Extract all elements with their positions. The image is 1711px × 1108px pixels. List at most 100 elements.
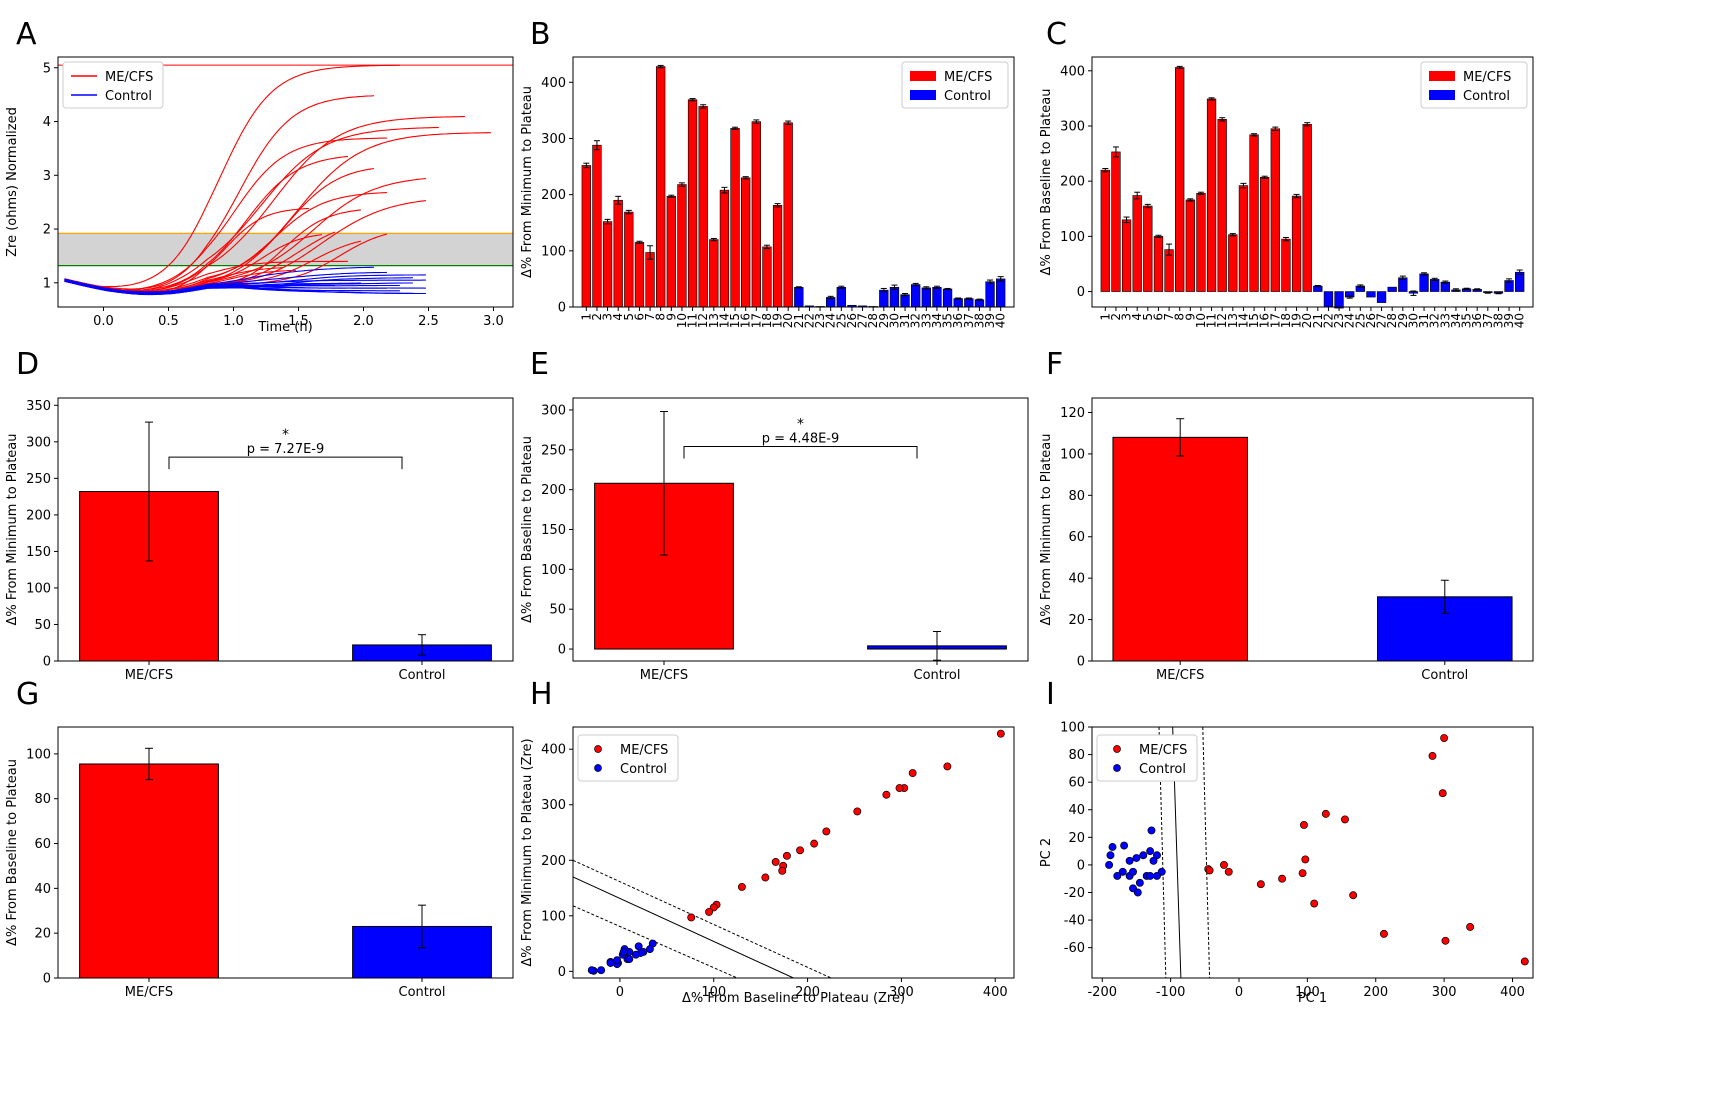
panel-g-chart: ME/CFS Control 0 20 40 60 80 100 Δ% From Baselin…	[5, 726, 514, 1000]
x-tick-label: 11	[686, 313, 700, 328]
bar	[1100, 169, 1110, 292]
control-point	[1149, 856, 1158, 865]
bar	[1153, 236, 1164, 292]
x-tick-label: 31	[1417, 313, 1431, 328]
bar	[656, 66, 666, 308]
bar	[1143, 205, 1153, 292]
x-tick-label: 14	[717, 313, 731, 328]
y-tick-label: 100	[26, 747, 51, 762]
significance-star: *	[282, 427, 289, 443]
y-tick-label: 0	[1077, 858, 1085, 873]
y-tick-label: 200	[26, 508, 51, 523]
y-tick-label: 20	[1068, 831, 1085, 846]
x-tick-label: 8	[654, 313, 668, 321]
y-axis-label: Δ% From Baseline to Plateau	[520, 436, 535, 623]
y-tick-label: 1	[43, 276, 51, 291]
bar	[719, 189, 730, 308]
bar	[996, 278, 1006, 308]
x-tick-label: 20	[781, 313, 795, 328]
x-tick-label: Control	[914, 668, 961, 683]
x-tick-label: 24	[1343, 313, 1357, 328]
y-tick-label: 0	[1077, 655, 1085, 670]
mecfs-point	[687, 913, 696, 922]
bar	[581, 165, 591, 308]
panel-f-chart: ME/CFS Control 0 20 40 60 80 100 120 Δ% From Mini…	[1039, 397, 1534, 683]
y-tick-label: 40	[34, 882, 51, 897]
x-tick-label: 25	[834, 313, 848, 328]
legend-marker	[1113, 745, 1121, 753]
y-axis-label: PC 2	[1039, 838, 1054, 867]
legend-swatch	[910, 90, 936, 100]
bar	[911, 284, 921, 308]
bar	[974, 299, 985, 308]
bar	[1387, 286, 1397, 292]
panel-b-chart: 1234567891011121314151617181920212223242…	[520, 56, 1015, 328]
x-tick-label: 7	[1162, 313, 1176, 321]
bar	[751, 121, 761, 308]
x-tick-label: 2.0	[353, 314, 374, 329]
mecfs-point	[895, 784, 904, 793]
mecfs-point	[996, 729, 1005, 738]
control-point	[634, 942, 643, 951]
x-tick-label: 37	[962, 313, 976, 328]
y-tick-label: 400	[541, 76, 566, 91]
mecfs-point	[1301, 855, 1310, 864]
x-tick-label: 34	[930, 313, 944, 328]
x-tick-label: 26	[845, 313, 859, 328]
x-tick-label: -100	[1156, 985, 1186, 1000]
mecfs-point	[1520, 957, 1529, 966]
x-tick-label: 30	[887, 313, 901, 328]
control-point	[1120, 841, 1129, 850]
mecfs-point	[782, 851, 791, 860]
control-point	[1153, 871, 1161, 880]
mecfs-point	[1349, 891, 1358, 900]
x-tick-label: 10	[675, 313, 689, 328]
y-tick-label: 4	[43, 115, 51, 130]
bar	[772, 205, 783, 308]
x-tick-label: 18	[760, 313, 774, 328]
legend-marker	[594, 764, 602, 772]
x-tick-label: 22	[1321, 313, 1335, 328]
y-tick-label: 300	[541, 403, 566, 418]
y-tick-label: 200	[541, 483, 566, 498]
control-point	[1108, 843, 1117, 851]
control-point	[606, 959, 615, 967]
x-tick-label: 38	[1491, 313, 1505, 328]
x-tick-label: 23	[813, 313, 827, 328]
bar	[953, 298, 963, 308]
y-tick-label: 60	[1068, 530, 1085, 545]
control-point	[1146, 847, 1155, 856]
bar	[709, 239, 719, 308]
legend-box	[577, 734, 679, 782]
x-tick-label: 16	[739, 313, 753, 328]
y-axis-label: Δ% From Minimum to Plateau	[520, 86, 535, 278]
mecfs-point	[853, 807, 862, 816]
x-tick-label: 400	[1500, 985, 1525, 1000]
x-tick-label: 19	[771, 313, 785, 328]
x-tick-label: 0.5	[158, 314, 179, 329]
x-tick-label: 35	[1460, 313, 1474, 328]
mecfs-point	[908, 769, 917, 778]
bar	[1323, 291, 1334, 308]
bar	[1302, 124, 1312, 292]
bar	[985, 281, 995, 308]
x-tick-label: 8	[1173, 313, 1187, 321]
legend-swatch	[1429, 90, 1455, 100]
panel-letter: F	[1046, 347, 1063, 382]
mecfs-point	[1205, 866, 1214, 875]
mecfs-point	[1300, 820, 1308, 829]
margin-line	[1202, 727, 1211, 978]
x-tick-label: 16	[1258, 313, 1272, 328]
bar	[1164, 249, 1174, 292]
y-axis-label: Δ% From Minimum to Plateau (Zre)	[520, 738, 535, 966]
y-tick-label: 120	[1060, 406, 1085, 421]
x-tick-label: 15	[1247, 313, 1261, 328]
x-tick-label: -200	[1087, 985, 1117, 1000]
panel-letter: B	[530, 17, 551, 52]
panel-letter: D	[16, 347, 39, 382]
legend-label: ME/CFS	[1139, 743, 1187, 758]
x-tick-label: 9	[1183, 313, 1197, 321]
x-tick-label: 28	[866, 313, 880, 328]
bar	[794, 287, 804, 308]
